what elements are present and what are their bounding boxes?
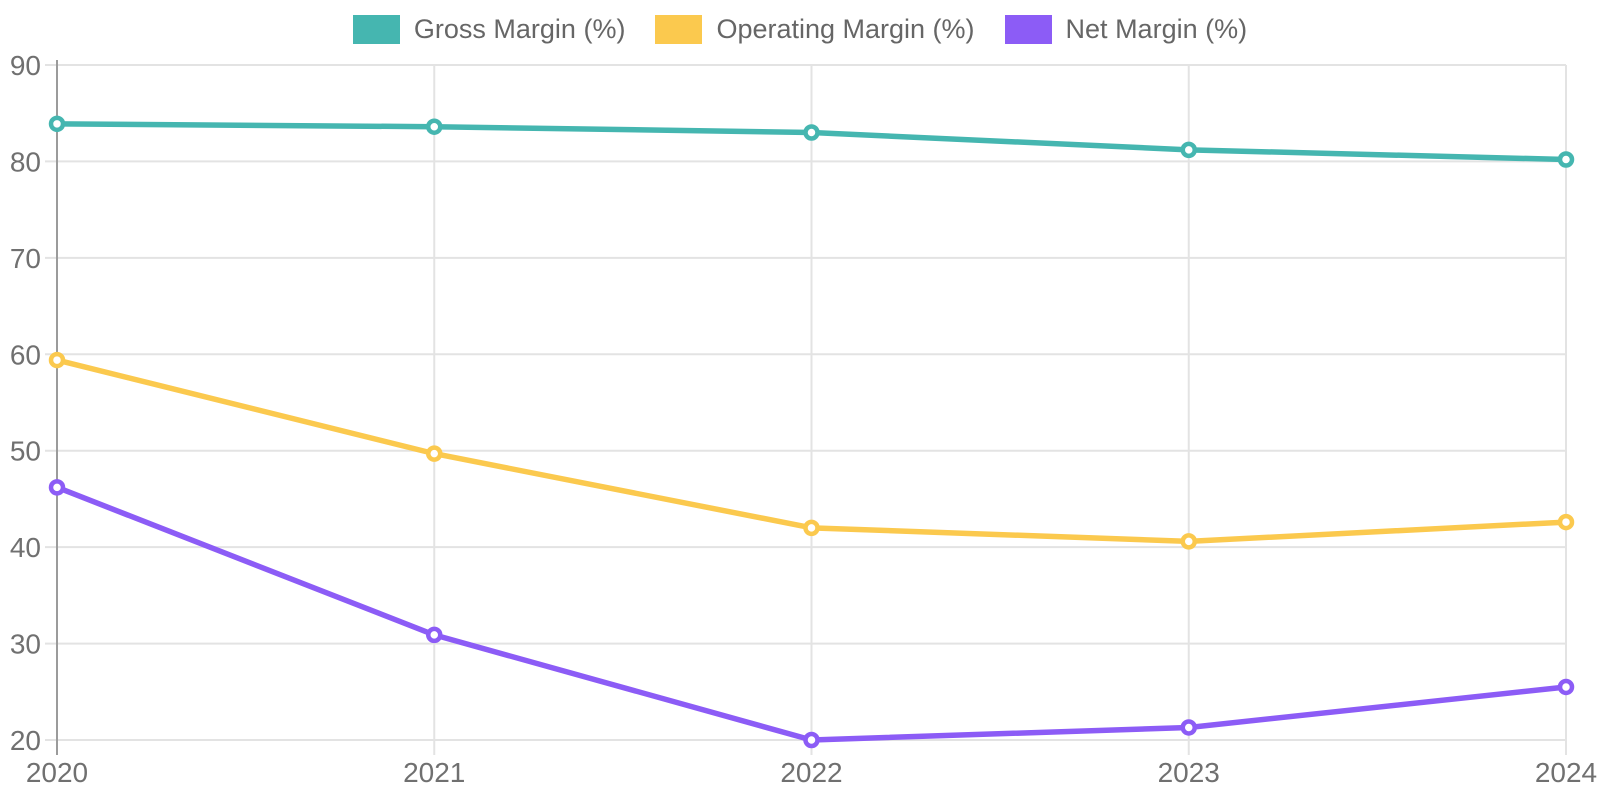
legend-swatch-gross-margin xyxy=(352,14,400,44)
data-point xyxy=(1557,678,1575,696)
data-point xyxy=(1557,151,1575,168)
chart-legend: Gross Margin (%) Operating Margin (%) Ne… xyxy=(0,14,1600,44)
legend-label-net-margin: Net Margin (%) xyxy=(1065,14,1248,44)
x-tick-label: 2021 xyxy=(403,757,465,788)
data-point xyxy=(48,479,66,496)
y-tick-label: 50 xyxy=(10,436,41,467)
legend-swatch-net-margin xyxy=(1004,14,1052,44)
legend-item-operating-margin[interactable]: Operating Margin (%) xyxy=(655,14,975,44)
y-tick-label: 90 xyxy=(10,50,41,81)
data-point xyxy=(803,519,820,537)
y-tick-label: 70 xyxy=(10,243,41,274)
data-point xyxy=(48,351,66,369)
data-point xyxy=(803,731,820,749)
data-point xyxy=(48,115,66,133)
y-tick-label: 20 xyxy=(10,725,41,756)
legend-item-net-margin[interactable]: Net Margin (%) xyxy=(1004,14,1248,44)
y-tick-label: 40 xyxy=(10,532,41,563)
legend-swatch-operating-margin xyxy=(655,14,703,44)
x-tick-label: 2023 xyxy=(1158,757,1220,788)
data-point xyxy=(803,124,820,141)
y-tick-label: 60 xyxy=(10,339,41,370)
data-point xyxy=(1557,513,1575,531)
data-point xyxy=(1180,719,1197,736)
x-tick-label: 2022 xyxy=(780,757,842,788)
data-point xyxy=(1180,141,1197,159)
x-tick-label: 2024 xyxy=(1535,757,1597,788)
data-point xyxy=(426,118,443,135)
legend-label-gross-margin: Gross Margin (%) xyxy=(413,14,626,44)
data-point xyxy=(1180,533,1197,550)
legend-label-operating-margin: Operating Margin (%) xyxy=(716,14,975,44)
y-tick-label: 80 xyxy=(10,146,41,177)
x-tick-label: 2020 xyxy=(26,757,88,788)
legend-item-gross-margin[interactable]: Gross Margin (%) xyxy=(352,14,626,44)
y-tick-label: 30 xyxy=(10,629,41,660)
data-point xyxy=(426,445,443,462)
data-point xyxy=(426,626,443,644)
